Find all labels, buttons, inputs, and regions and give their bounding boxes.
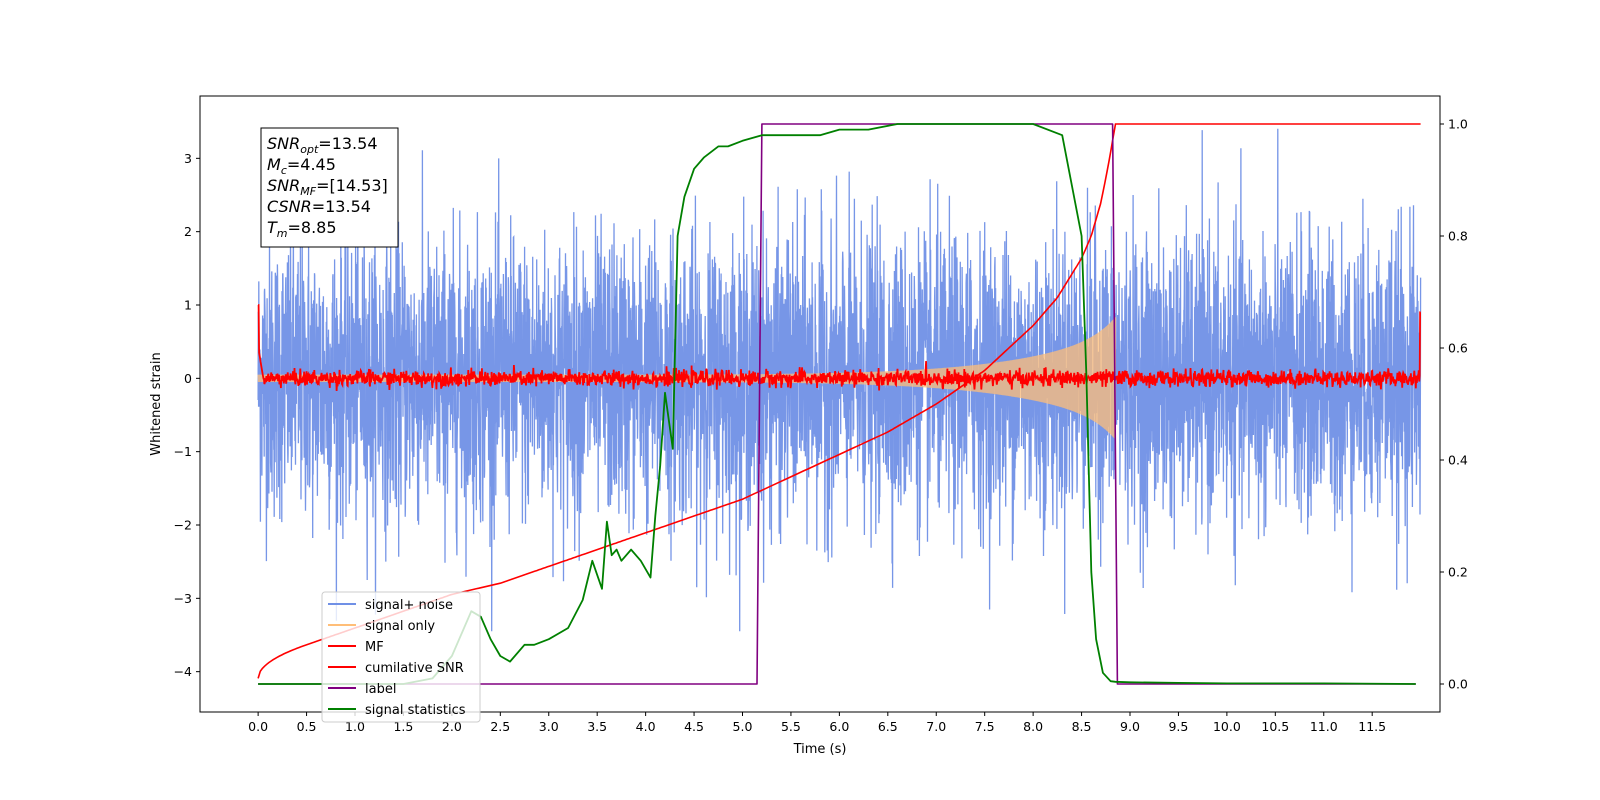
- annotation-snr-mf: SNRMF=[14.53]: [267, 176, 388, 198]
- y-tick-label: −4: [174, 664, 192, 679]
- annotation-snr-opt: SNRopt=13.54: [267, 134, 378, 156]
- annotation-chirp-mass: Mc=4.45: [267, 155, 336, 177]
- annotation-merger-time: Tm=8.85: [267, 218, 337, 240]
- x-tick-label: 5.0: [733, 719, 753, 734]
- y-right-tick-label: 0.4: [1448, 453, 1468, 468]
- y-tick-label: −3: [174, 591, 192, 606]
- x-tick-label: 10.0: [1213, 719, 1241, 734]
- x-tick-label: 7.0: [926, 719, 946, 734]
- annotation-box-frame: [260, 127, 399, 248]
- legend-entry-cumulative-snr: cumilative SNR: [328, 661, 464, 676]
- y-axis-label: Whitened strain: [149, 352, 164, 455]
- legend-label: label: [365, 682, 396, 697]
- series-mf: [257, 304, 1421, 391]
- x-tick-label: 4.0: [636, 719, 656, 734]
- y-tick-label: 2: [184, 224, 192, 239]
- x-tick-label: 11.5: [1358, 719, 1386, 734]
- x-tick-label: 3.5: [587, 719, 607, 734]
- y-right-tick-label: 0.8: [1448, 229, 1468, 244]
- legend-frame: [321, 591, 481, 723]
- x-tick-label: 1.5: [393, 719, 413, 734]
- x-tick-label: 0.5: [297, 719, 317, 734]
- y-right-tick-label: 0.6: [1448, 341, 1468, 356]
- x-tick-label: 9.5: [1168, 719, 1188, 734]
- x-tick-label: 2.0: [442, 719, 462, 734]
- legend-label: signal statistics: [365, 703, 466, 718]
- x-tick-label: 11.0: [1310, 719, 1338, 734]
- y-right-tick-label: 0.0: [1448, 677, 1468, 692]
- series-signal-statistics: [258, 123, 1416, 685]
- x-tick-label: 4.5: [684, 719, 704, 734]
- y-tick-label: −2: [174, 518, 192, 533]
- x-axis-label: Time (s): [793, 742, 847, 757]
- y-tick-label: 0: [184, 371, 192, 386]
- legend-entry-label: label: [328, 682, 396, 697]
- x-tick-label: 9.0: [1120, 719, 1140, 734]
- legend-entry-signal-statistics: signal statistics: [328, 703, 466, 718]
- y-tick-label: 1: [184, 298, 192, 313]
- y-right-tick-label: 1.0: [1448, 117, 1468, 132]
- x-tick-label: 5.5: [781, 719, 801, 734]
- x-tick-label: 7.5: [975, 719, 995, 734]
- x-axis: 0.0 0.5 1.0 1.5 2.0 2.5 3.0 3.5 4.0 4.5 5.0 5.5 6.0 6…: [248, 712, 1386, 734]
- y-tick-label: −1: [174, 444, 192, 459]
- legend-label: signal+ noise: [365, 598, 453, 613]
- x-tick-label: 6.5: [878, 719, 898, 734]
- x-tick-label: 2.5: [490, 719, 510, 734]
- x-tick-label: 10.5: [1261, 719, 1289, 734]
- y-axis-left: −4 −3 −2 −1 0 1 2 3: [174, 151, 200, 679]
- x-tick-label: 0.0: [248, 719, 268, 734]
- legend-entry-signal-only: signal only: [328, 619, 435, 634]
- x-tick-label: 3.0: [539, 719, 559, 734]
- y-tick-label: 3: [184, 151, 192, 166]
- legend-label: cumilative SNR: [365, 661, 464, 676]
- legend-entry-signal-noise: signal+ noise: [328, 598, 453, 613]
- y-axis-right: 0.0 0.2 0.4 0.6 0.8 1.0: [1440, 117, 1468, 692]
- x-tick-label: 6.0: [829, 719, 849, 734]
- annotation-csnr: CSNR=13.54: [267, 197, 371, 216]
- legend-label: signal only: [365, 619, 435, 634]
- plot-frame: [199, 95, 1441, 713]
- y-right-tick-label: 0.2: [1448, 565, 1468, 580]
- x-tick-label: 1.0: [345, 719, 365, 734]
- x-tick-label: 8.5: [1072, 719, 1092, 734]
- legend: signal+ noise signal only MF cumilative …: [321, 591, 481, 723]
- annotation-box: SNRopt=13.54 Mc=4.45 SNRMF=[14.53] CSNR=…: [260, 127, 399, 248]
- legend-entry-mf: MF: [328, 640, 384, 655]
- legend-label: MF: [365, 640, 384, 655]
- x-tick-label: 8.0: [1023, 719, 1043, 734]
